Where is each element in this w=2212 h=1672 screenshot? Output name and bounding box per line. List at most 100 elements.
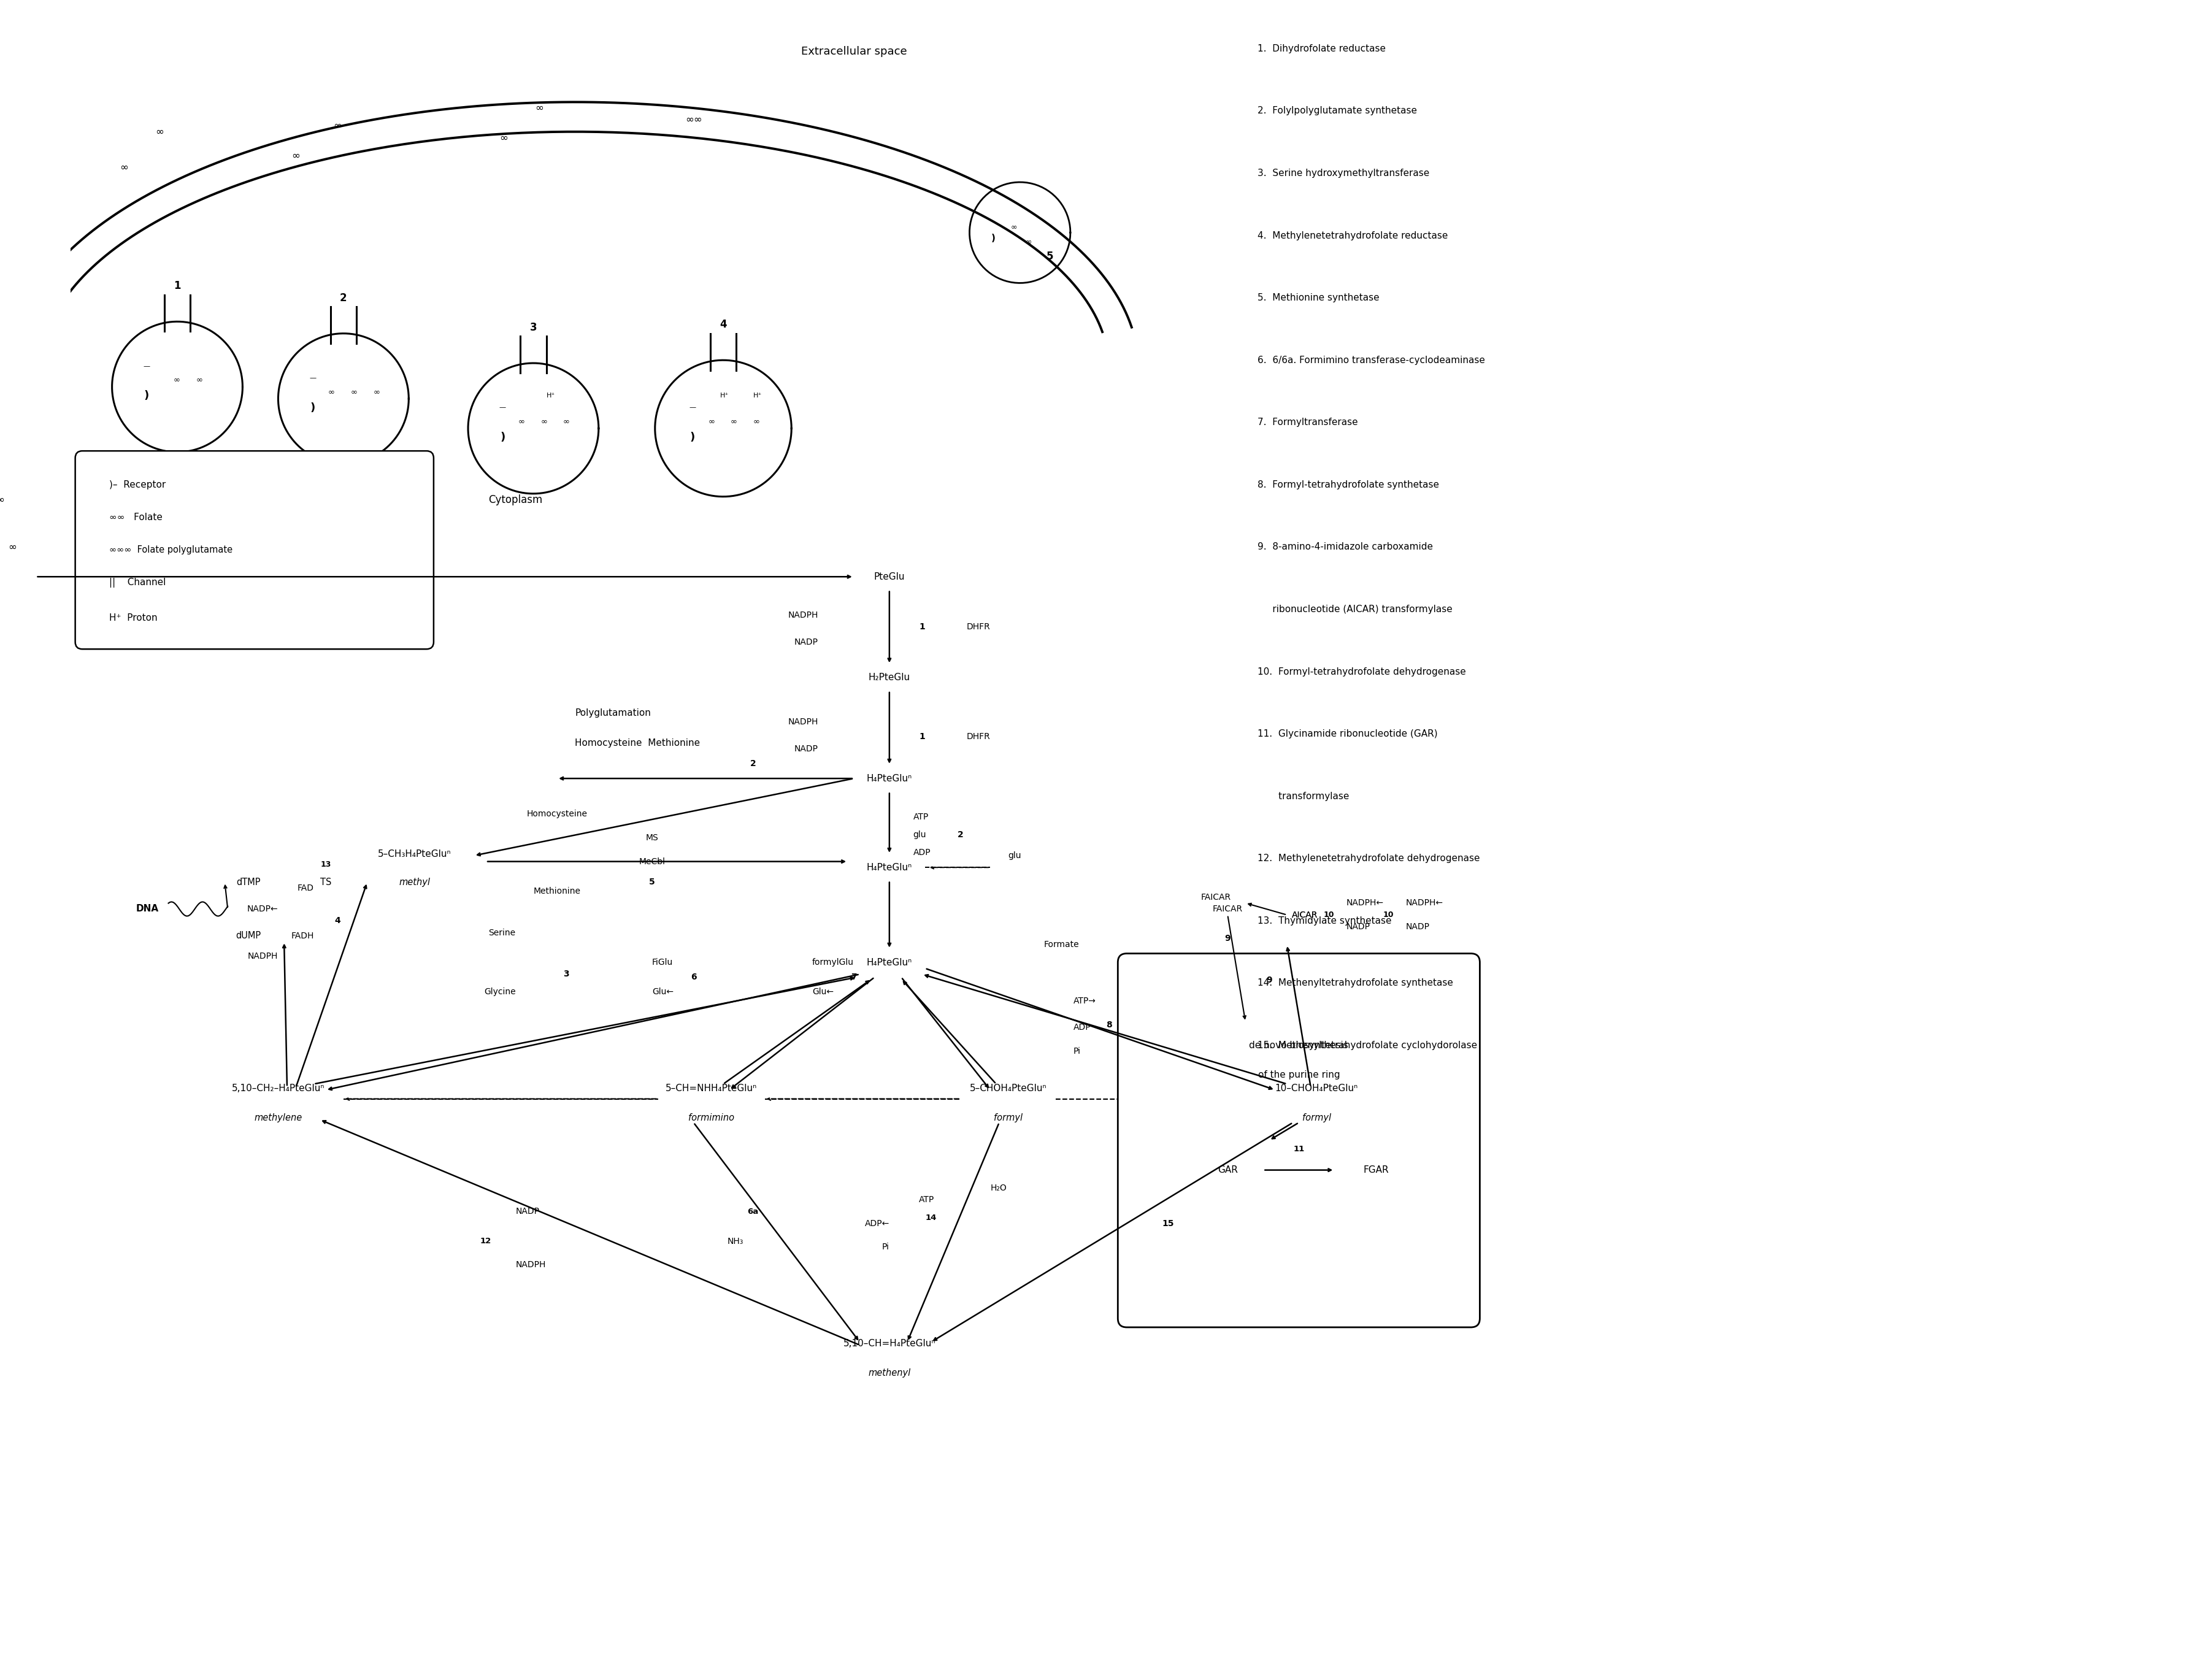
- Text: ∞: ∞: [119, 162, 128, 172]
- Text: ∞∞: ∞∞: [686, 114, 701, 125]
- Text: —: —: [500, 405, 507, 411]
- Text: ∞: ∞: [173, 376, 179, 383]
- Text: ∞: ∞: [327, 388, 334, 396]
- Text: 5: 5: [648, 878, 655, 886]
- Text: 5: 5: [1046, 251, 1053, 263]
- Text: 1: 1: [918, 732, 925, 741]
- Text: FiGlu: FiGlu: [653, 958, 672, 966]
- Text: 15: 15: [1161, 1219, 1175, 1227]
- Text: 12.  Methylenetetrahydrofolate dehydrogenase: 12. Methylenetetrahydrofolate dehydrogen…: [1256, 854, 1480, 863]
- Text: 5,10–CH=H₄PteGluⁿ: 5,10–CH=H₄PteGluⁿ: [843, 1339, 936, 1348]
- Text: ): ): [144, 390, 148, 401]
- Text: NADP: NADP: [794, 744, 818, 752]
- Text: FADH: FADH: [290, 931, 314, 940]
- Text: 14.  Methenyltetrahydrofolate synthetase: 14. Methenyltetrahydrofolate synthetase: [1256, 978, 1453, 988]
- Text: 4: 4: [719, 319, 728, 329]
- Text: H⁺: H⁺: [721, 393, 730, 400]
- Text: —: —: [310, 375, 316, 381]
- Text: ADP: ADP: [1073, 1023, 1091, 1032]
- Text: H₂PteGlu: H₂PteGlu: [869, 672, 911, 682]
- Text: FAICAR: FAICAR: [1212, 905, 1243, 913]
- Text: 1.  Dihydrofolate reductase: 1. Dihydrofolate reductase: [1256, 43, 1385, 54]
- Text: NADP: NADP: [794, 637, 818, 647]
- Text: formimino: formimino: [688, 1114, 734, 1122]
- Text: ∞: ∞: [0, 493, 4, 505]
- Text: glu: glu: [914, 831, 927, 839]
- Text: 6.  6/6a. Formimino transferase-cyclodeaminase: 6. 6/6a. Formimino transferase-cyclodeam…: [1256, 356, 1484, 364]
- Text: 10: 10: [1382, 911, 1394, 920]
- Text: 4.  Methylenetetrahydrofolate reductase: 4. Methylenetetrahydrofolate reductase: [1256, 231, 1447, 241]
- Text: ∞: ∞: [564, 418, 571, 425]
- Text: methylene: methylene: [254, 1114, 303, 1122]
- Text: NADPH: NADPH: [515, 1261, 546, 1269]
- Text: 9: 9: [1265, 976, 1272, 985]
- Text: ∞: ∞: [292, 150, 301, 161]
- Text: ∞: ∞: [352, 388, 358, 396]
- Text: 11.  Glycinamide ribonucleotide (GAR): 11. Glycinamide ribonucleotide (GAR): [1256, 729, 1438, 739]
- Text: NH₃: NH₃: [728, 1237, 743, 1246]
- Text: FAICAR: FAICAR: [1201, 893, 1230, 901]
- Text: ∞: ∞: [540, 418, 546, 425]
- Text: PteGlu: PteGlu: [874, 572, 905, 582]
- Text: 10.  Formyl-tetrahydrofolate dehydrogenase: 10. Formyl-tetrahydrofolate dehydrogenas…: [1256, 667, 1467, 675]
- Text: 7: 7: [852, 973, 856, 981]
- Text: NADP←: NADP←: [248, 905, 279, 913]
- Text: TS: TS: [321, 878, 332, 886]
- Text: 5–CH=NHH₄PteGluⁿ: 5–CH=NHH₄PteGluⁿ: [666, 1083, 757, 1093]
- Text: NADPH←: NADPH←: [1347, 900, 1385, 908]
- Text: ATP→: ATP→: [1073, 997, 1095, 1005]
- Text: ATP: ATP: [918, 1195, 933, 1204]
- Text: ∞: ∞: [1011, 222, 1018, 231]
- Text: of the purine ring: of the purine ring: [1259, 1070, 1340, 1080]
- Text: Glycine: Glycine: [484, 988, 515, 997]
- Text: AICAR: AICAR: [1292, 911, 1318, 920]
- Text: H₂O: H₂O: [991, 1184, 1006, 1192]
- FancyBboxPatch shape: [75, 451, 434, 649]
- Text: 5–CHOH₄PteGluⁿ: 5–CHOH₄PteGluⁿ: [969, 1083, 1046, 1093]
- Text: Polyglutamation: Polyglutamation: [575, 709, 650, 717]
- Text: Glu←: Glu←: [653, 988, 672, 997]
- Text: transformylase: transformylase: [1256, 791, 1349, 801]
- Text: FAD: FAD: [296, 884, 314, 893]
- Text: formylGlu: formylGlu: [812, 958, 854, 966]
- Text: 13: 13: [321, 861, 332, 868]
- Text: dTMP: dTMP: [237, 878, 261, 886]
- Text: ): ): [991, 234, 995, 242]
- Text: 10: 10: [1323, 911, 1334, 920]
- Text: formyl: formyl: [1303, 1114, 1332, 1122]
- Text: ∞: ∞: [9, 542, 15, 552]
- Text: 2: 2: [958, 831, 964, 839]
- Text: 13.  Thymidylate synthetase: 13. Thymidylate synthetase: [1256, 916, 1391, 925]
- Text: ADP: ADP: [914, 848, 931, 858]
- Text: NADP: NADP: [1347, 923, 1369, 931]
- Text: H⁺  Proton: H⁺ Proton: [108, 614, 157, 624]
- Text: methenyl: methenyl: [867, 1368, 911, 1378]
- Text: —: —: [144, 363, 150, 370]
- Text: Formate: Formate: [1044, 940, 1079, 950]
- Text: ∞∞   Folate: ∞∞ Folate: [108, 513, 161, 522]
- Text: ∞: ∞: [155, 125, 164, 137]
- Text: 2: 2: [341, 293, 347, 303]
- Text: dUMP: dUMP: [237, 931, 261, 940]
- Text: NADPH: NADPH: [787, 717, 818, 726]
- Text: 9.  8-amino-4-imidazole carboxamide: 9. 8-amino-4-imidazole carboxamide: [1256, 542, 1433, 552]
- Text: 8: 8: [1106, 1020, 1113, 1028]
- Text: ): ): [690, 431, 695, 443]
- Text: DHFR: DHFR: [967, 732, 991, 741]
- Text: ∞: ∞: [730, 418, 737, 425]
- Text: 10–CHOH₄PteGluⁿ: 10–CHOH₄PteGluⁿ: [1274, 1083, 1358, 1093]
- Text: 5.  Methionine synthetase: 5. Methionine synthetase: [1256, 293, 1378, 303]
- Text: Homocysteine: Homocysteine: [526, 809, 588, 818]
- Text: MS: MS: [646, 833, 659, 843]
- Text: 3: 3: [564, 970, 568, 978]
- Text: ∞: ∞: [708, 418, 714, 425]
- Text: Caveolae: Caveolae: [237, 493, 283, 505]
- Text: 6: 6: [690, 973, 697, 981]
- Text: ∞: ∞: [334, 120, 343, 132]
- Text: 12: 12: [480, 1237, 491, 1246]
- Text: ∞: ∞: [374, 388, 380, 396]
- Text: 7.  Formyltransferase: 7. Formyltransferase: [1256, 418, 1358, 426]
- Text: DHFR: DHFR: [967, 624, 991, 632]
- Text: 8.  Formyl-tetrahydrofolate synthetase: 8. Formyl-tetrahydrofolate synthetase: [1256, 480, 1438, 490]
- FancyBboxPatch shape: [1117, 953, 1480, 1328]
